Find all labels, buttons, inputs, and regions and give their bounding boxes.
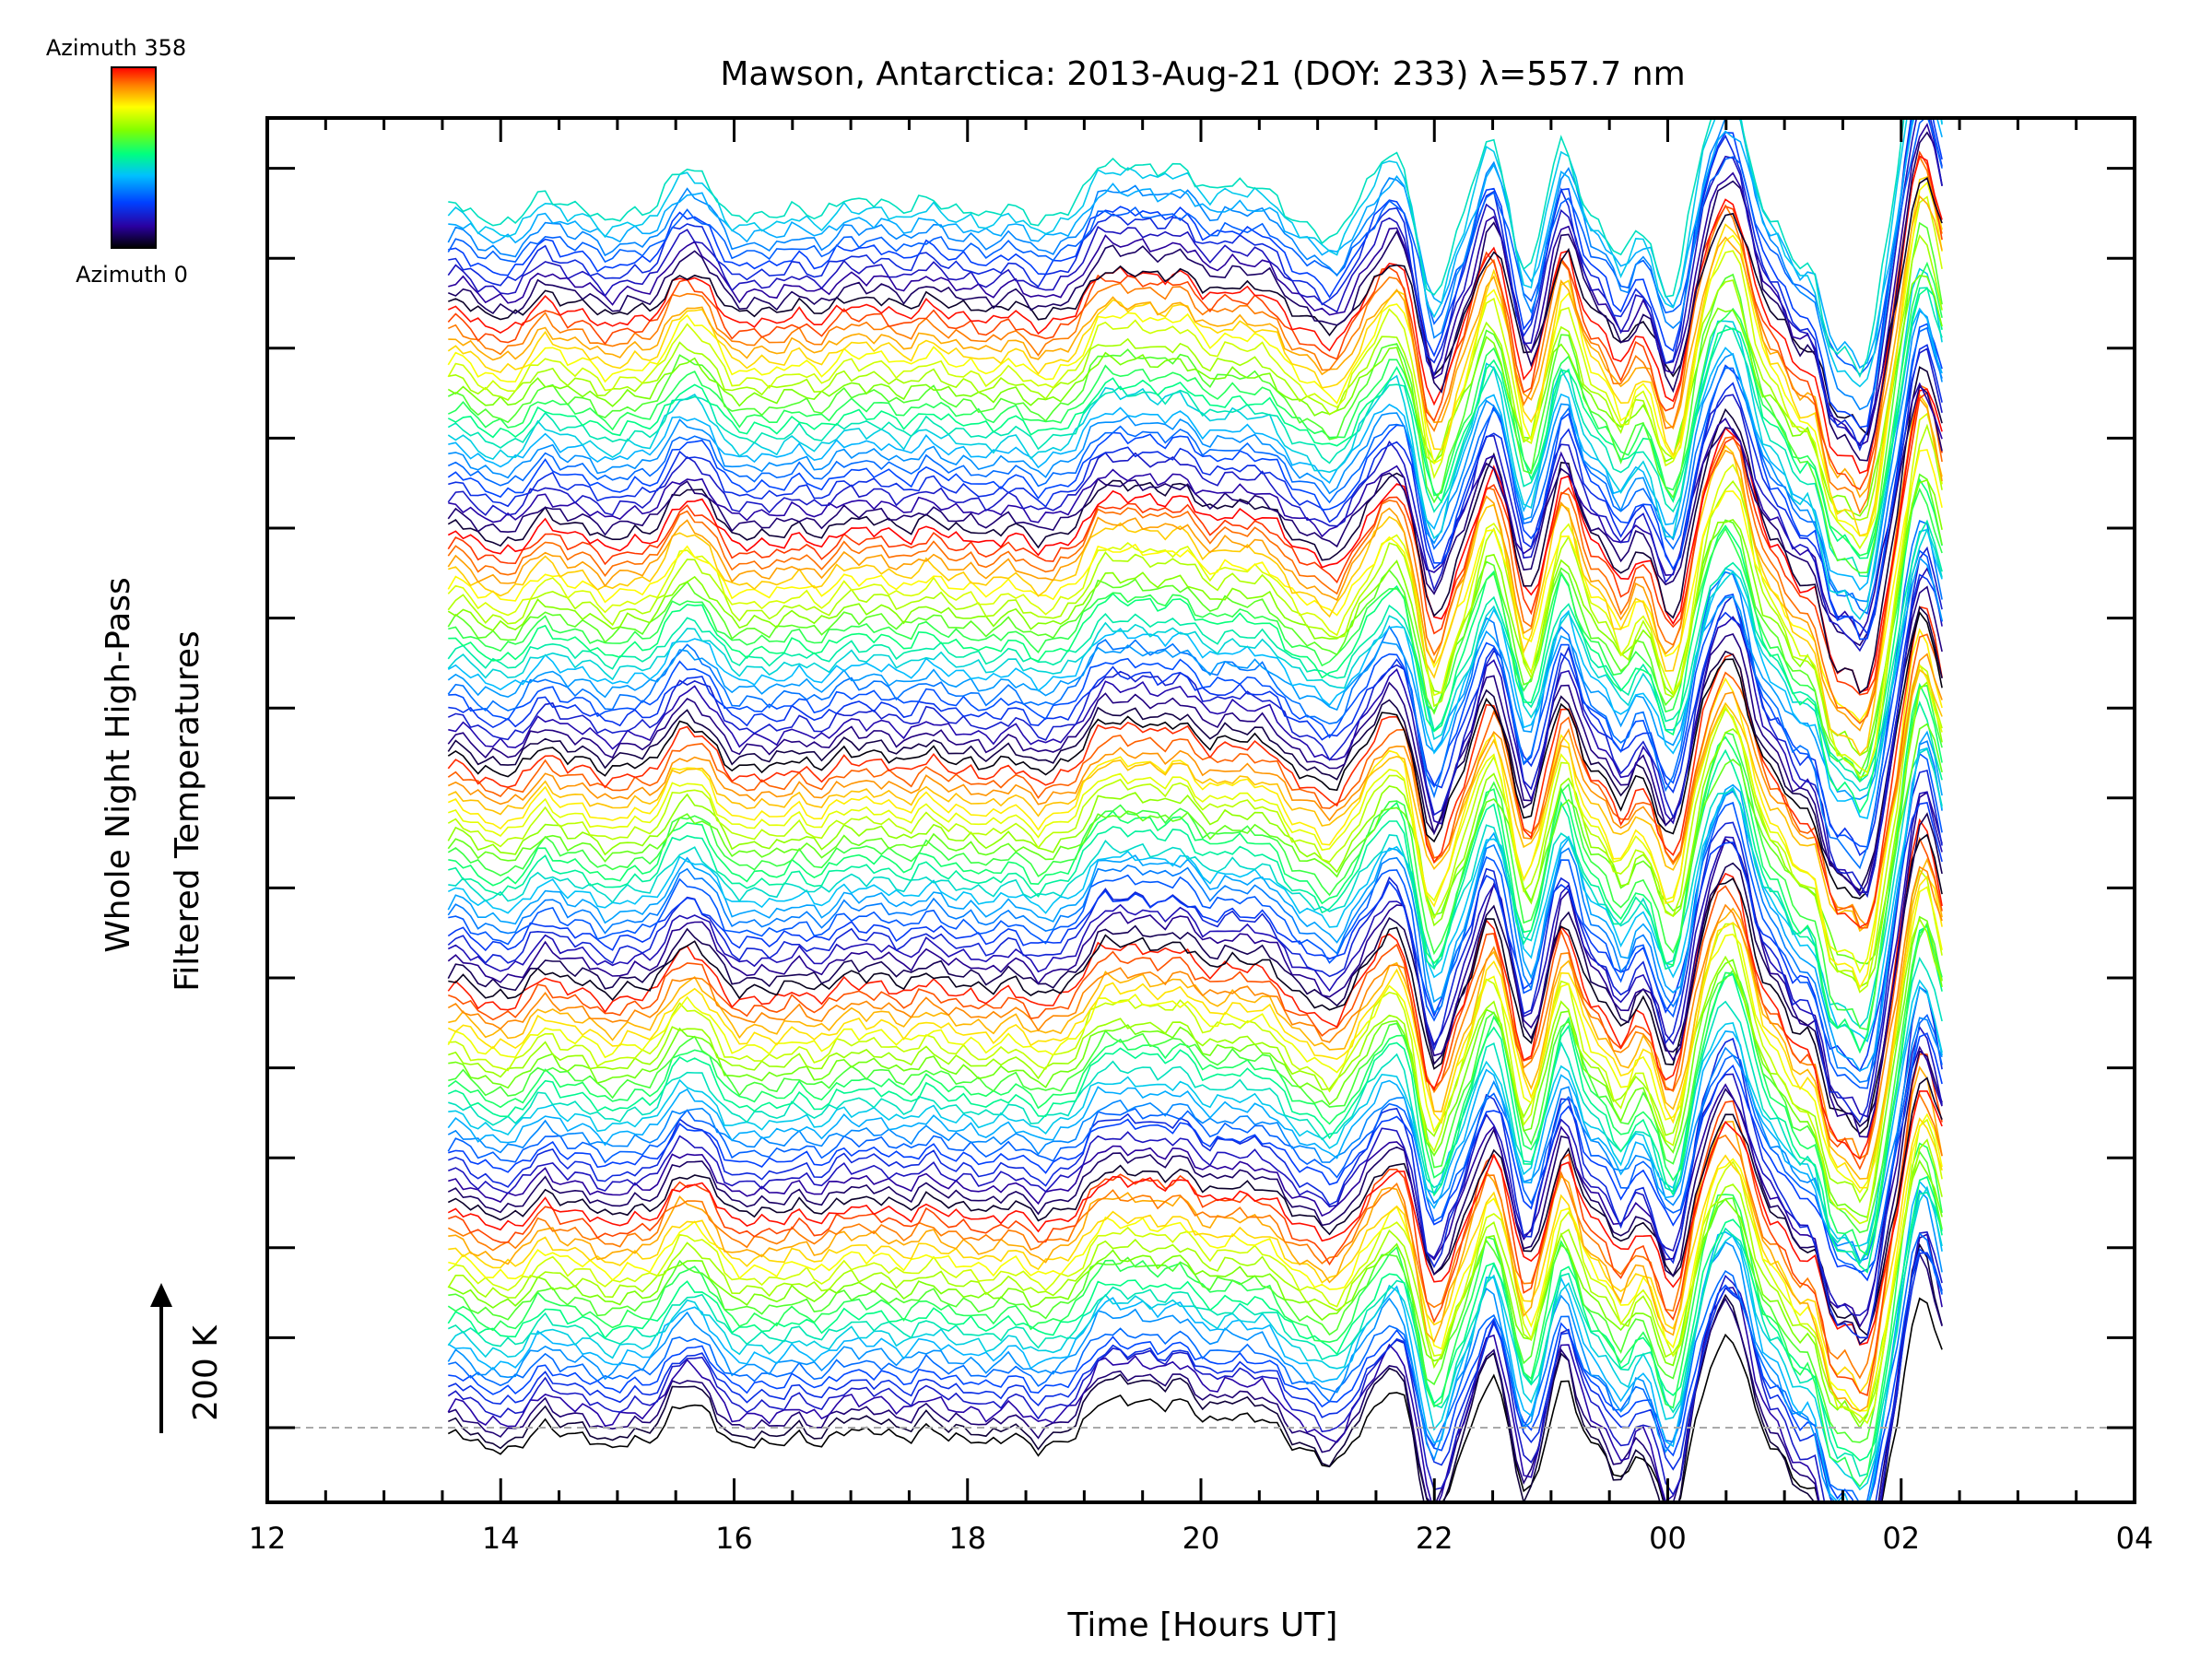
series-line [448, 118, 1943, 370]
y-axis-label-line1: Whole Night High-Pass [100, 577, 137, 953]
series-line [448, 393, 1943, 757]
series-line [448, 477, 1943, 815]
series-line [447, 449, 1943, 723]
scale-marker: 200 K [150, 1283, 225, 1433]
x-tick-label: 16 [715, 1521, 753, 1556]
series-line [448, 836, 1943, 1171]
x-axis-label: Time [Hours UT] [1067, 1606, 1338, 1644]
series-line [448, 1117, 1943, 1394]
series-group [447, 118, 1943, 1502]
series-line [447, 423, 1943, 779]
x-tick-label: 04 [2116, 1521, 2154, 1556]
series-line [448, 567, 1943, 894]
series-line [447, 585, 1943, 897]
series-line [447, 1230, 1943, 1502]
x-tick-label: 20 [1182, 1521, 1220, 1556]
series-line [447, 680, 1943, 988]
series-line [447, 261, 1943, 557]
series-line [448, 921, 1943, 1234]
x-tick-label: 00 [1649, 1521, 1687, 1556]
series-line [448, 549, 1943, 848]
series-line [447, 610, 1943, 900]
series-line [447, 1014, 1943, 1274]
x-tick-label: 14 [482, 1521, 520, 1556]
series-line [447, 181, 1943, 537]
series-line [447, 1297, 1943, 1502]
series-line [448, 663, 1943, 974]
x-tick-label: 12 [249, 1521, 287, 1556]
series-line [448, 1232, 1943, 1502]
series-line [447, 118, 1943, 446]
series-line [447, 1175, 1943, 1462]
x-tick-label: 22 [1416, 1521, 1453, 1556]
series-line [447, 791, 1943, 1118]
series-line [447, 287, 1943, 559]
series-line [447, 323, 1943, 641]
series-line [448, 857, 1943, 1180]
series-line [448, 1248, 1943, 1502]
series-line [447, 388, 1943, 693]
series-line [447, 366, 1943, 695]
series-line [447, 633, 1943, 929]
series-line [447, 118, 1943, 411]
x-tick-label: 02 [1882, 1521, 1920, 1556]
series-line [447, 391, 1943, 696]
series-line [448, 1065, 1943, 1412]
series-line [447, 131, 1943, 462]
series-line [447, 527, 1943, 792]
series-line [448, 573, 1943, 856]
series-line [447, 326, 1943, 615]
series-line [448, 310, 1943, 603]
series-line [447, 791, 1943, 1138]
series-line [447, 1077, 1943, 1337]
series-line [448, 118, 1905, 379]
series-line [447, 1050, 1943, 1346]
series-line [447, 606, 1943, 928]
series-line [448, 1045, 1943, 1329]
series-line [447, 865, 1943, 1160]
series-line [447, 747, 1943, 1043]
series-line [447, 519, 1943, 783]
series-line [448, 1112, 1943, 1412]
series-line [448, 123, 1943, 447]
scale-marker-label: 200 K [187, 1324, 225, 1421]
ticks [265, 118, 2136, 1502]
x-tick-label: 18 [948, 1521, 986, 1556]
series-line [447, 1118, 1943, 1425]
series-line [447, 1252, 1943, 1502]
series-line [447, 1192, 1943, 1477]
series-line [447, 287, 1943, 578]
series-line [447, 1090, 1943, 1346]
colorbar [111, 66, 157, 249]
series-line [447, 221, 1943, 574]
colorbar-bottom-label: Azimuth 0 [76, 262, 188, 288]
series-line [447, 875, 1943, 1189]
colorbar-top-label: Azimuth 358 [46, 35, 186, 61]
series-line [447, 1180, 1943, 1502]
series-line [447, 723, 1943, 965]
x-tick-labels: 12 14 16 18 20 22 00 02 04 [249, 1521, 2154, 1556]
series-line [448, 979, 1943, 1247]
series-line [447, 924, 1943, 1257]
chart-title: Mawson, Antarctica: 2013-Aug-21 (DOY: 23… [720, 55, 1685, 93]
series-line [448, 194, 1943, 499]
series-line [447, 985, 1943, 1265]
series-line [448, 118, 1943, 429]
series-line [447, 818, 1943, 1160]
series-line [447, 275, 1943, 517]
series-line [447, 653, 1943, 928]
y-axis-label-line2: Filtered Temperatures [169, 630, 206, 992]
series-line [447, 1017, 1943, 1263]
series-line [447, 664, 1943, 994]
series-line [447, 546, 1943, 899]
series-line [447, 1142, 1943, 1488]
series-line [448, 344, 1943, 636]
series-line [448, 747, 1943, 1029]
series-line [447, 730, 1943, 1072]
series-line [447, 812, 1943, 1128]
series-line [447, 155, 1943, 515]
